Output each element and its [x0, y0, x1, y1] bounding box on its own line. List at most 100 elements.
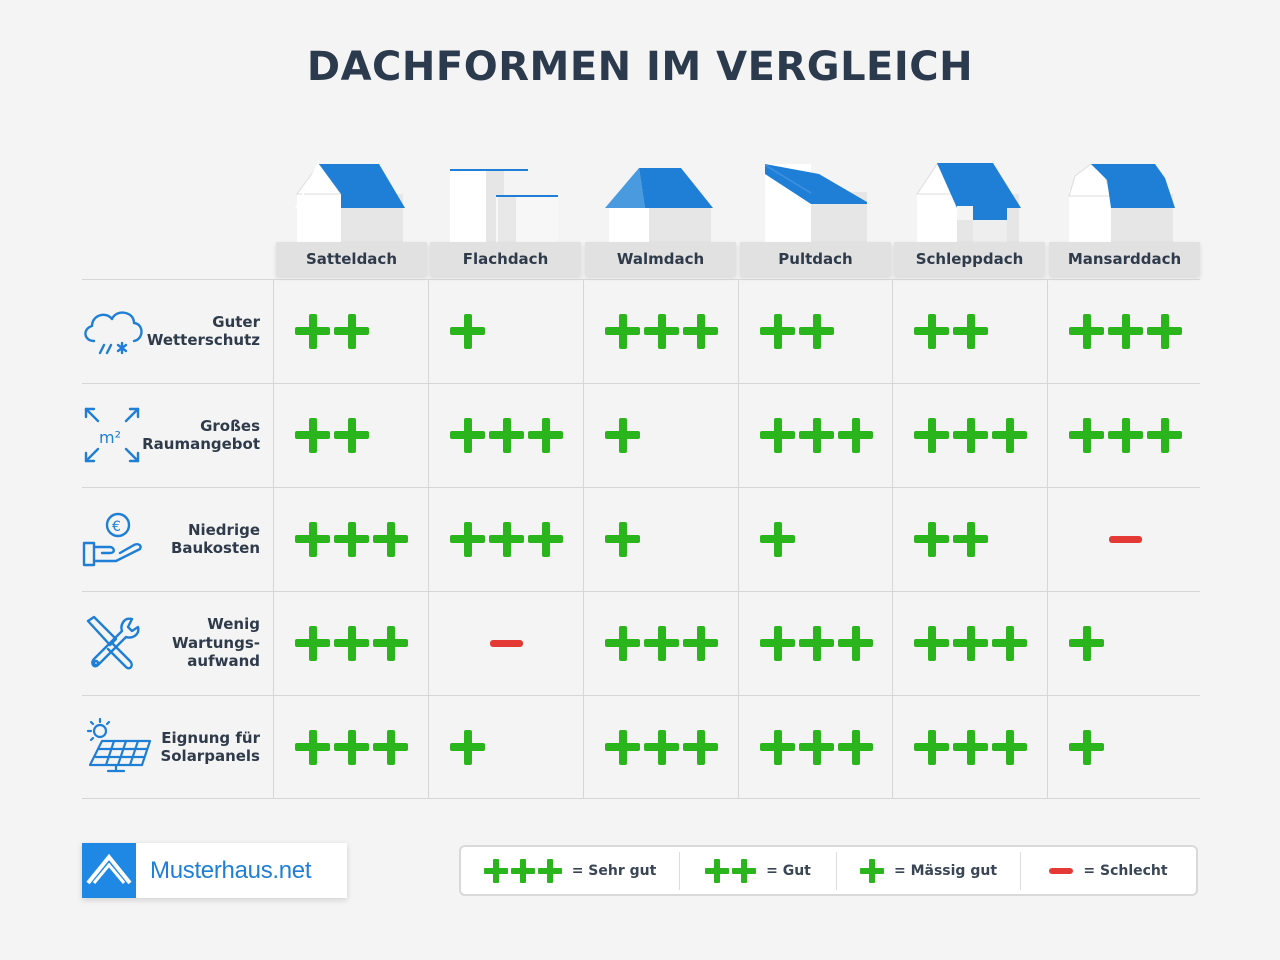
- table-divider: [82, 591, 1200, 592]
- plus-icon: [489, 417, 524, 453]
- dormer-roof-house-icon: [893, 150, 1045, 242]
- plus-icon: [992, 417, 1027, 453]
- rating-plus-group: [914, 313, 988, 349]
- plus-icon: [838, 729, 873, 765]
- rating-cell: [1048, 279, 1202, 383]
- plus-icon: [992, 625, 1027, 661]
- rating-cell: [584, 487, 738, 591]
- rating-cell: [274, 383, 428, 487]
- table-divider: [273, 279, 274, 799]
- legend-label: = Gut: [766, 862, 811, 879]
- rating-plus-group: [914, 521, 988, 557]
- rating-plus-group: [914, 625, 1027, 661]
- plus-icon: [373, 625, 408, 661]
- rating-cell: [584, 695, 738, 799]
- plus-icon: [859, 858, 884, 883]
- plus-icon: [295, 313, 330, 349]
- rating-plus-group: [605, 729, 718, 765]
- rating-plus-group: [295, 313, 369, 349]
- minus-icon: [489, 639, 523, 647]
- shed-roof-house-icon: [739, 150, 891, 242]
- plus-icon: [295, 729, 330, 765]
- plus-icon: [605, 313, 640, 349]
- rating-cell: [739, 591, 893, 695]
- plus-icon: [510, 858, 535, 883]
- legend-rating-marks: [705, 858, 757, 883]
- rating-plus-group: [760, 625, 873, 661]
- plus-icon: [914, 521, 949, 557]
- plus-icon: [644, 625, 679, 661]
- plus-icon: [644, 729, 679, 765]
- rating-cell: [739, 487, 893, 591]
- rating-plus-group: [605, 417, 640, 453]
- flat-roof-house-icon: [428, 150, 580, 242]
- rating-cell: [893, 487, 1047, 591]
- rating-cell: [429, 487, 583, 591]
- plus-icon: [1069, 625, 1104, 661]
- rating-plus-group: [914, 417, 1027, 453]
- table-divider: [583, 279, 584, 799]
- rating-cell: [739, 279, 893, 383]
- plus-icon: [1108, 313, 1143, 349]
- rating-cell: [739, 383, 893, 487]
- plus-icon: [760, 729, 795, 765]
- plus-icon: [483, 858, 508, 883]
- rating-plus-group: [450, 521, 563, 557]
- rating-plus-group: [295, 625, 408, 661]
- plus-icon: [953, 625, 988, 661]
- column-header-walmdach: Walmdach: [585, 242, 736, 276]
- rating-plus-group: [1069, 417, 1182, 453]
- plus-icon: [644, 313, 679, 349]
- plus-icon: [450, 313, 485, 349]
- rating-plus-group: [295, 729, 408, 765]
- table-divider: [82, 487, 1200, 488]
- comparison-table: m² € Guter Wetterschutz Großes R: [82, 279, 1200, 799]
- table-divider: [82, 798, 1200, 799]
- row-label-baukosten: Niedrige Baukosten: [170, 520, 260, 558]
- rating-cell: [584, 279, 738, 383]
- plus-icon: [838, 625, 873, 661]
- plus-icon: [528, 417, 563, 453]
- plus-icon: [732, 858, 757, 883]
- plus-icon: [334, 313, 369, 349]
- rating-plus-group: [605, 313, 718, 349]
- table-divider: [892, 279, 893, 799]
- rating-cell: [429, 695, 583, 799]
- rating-plus-group: [295, 521, 408, 557]
- plus-icon: [953, 417, 988, 453]
- logo-text: Musterhaus.net: [150, 856, 312, 884]
- rating-cell: [429, 383, 583, 487]
- table-divider: [738, 279, 739, 799]
- legend-label: = Mässig gut: [893, 862, 998, 879]
- plus-icon: [838, 417, 873, 453]
- rating-cell: [893, 695, 1047, 799]
- legend-divider: [679, 851, 680, 890]
- column-header-flachdach: Flachdach: [430, 242, 581, 276]
- row-label-wartungsaufwand: Wenig Wartungs- aufwand: [172, 615, 260, 671]
- rating-plus-group: [1069, 625, 1104, 661]
- plus-icon: [760, 313, 795, 349]
- rating-plus-group: [760, 313, 834, 349]
- rating-cell: [1048, 695, 1202, 799]
- rating-cell: [584, 591, 738, 695]
- plus-icon: [450, 729, 485, 765]
- rating-cell: [893, 279, 1047, 383]
- rating-cell: [584, 383, 738, 487]
- solar-panel-icon: [82, 717, 152, 779]
- svg-text:m²: m²: [99, 428, 121, 447]
- legend-label: = Schlecht: [1083, 862, 1168, 879]
- plus-icon: [334, 521, 369, 557]
- plus-icon: [1069, 729, 1104, 765]
- rating-plus-group: [760, 521, 795, 557]
- rating-cell: [893, 591, 1047, 695]
- plus-icon: [683, 313, 718, 349]
- plus-icon: [528, 521, 563, 557]
- gable-roof-house-icon: [275, 150, 427, 242]
- plus-icon: [953, 521, 988, 557]
- plus-icon: [295, 521, 330, 557]
- rating-cell: [274, 695, 428, 799]
- plus-icon: [683, 729, 718, 765]
- tools-icon: [82, 613, 144, 675]
- plus-icon: [605, 417, 640, 453]
- svg-text:€: €: [112, 519, 121, 535]
